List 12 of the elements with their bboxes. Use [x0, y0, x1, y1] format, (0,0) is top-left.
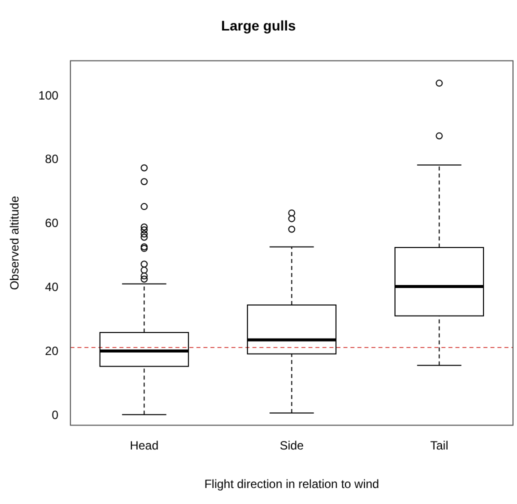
y-tick-label: 60: [45, 216, 59, 230]
x-tick-label: Head: [130, 438, 159, 453]
y-tick-label: 20: [45, 344, 59, 358]
chart-title: Large gulls: [221, 17, 296, 34]
x-tick-label: Tail: [430, 438, 448, 453]
y-axis-title: Observed altitude: [8, 196, 22, 290]
y-tick-label: 100: [38, 88, 59, 102]
y-tick-label: 80: [45, 152, 59, 166]
x-tick-label: Side: [280, 438, 304, 453]
y-tick-label: 40: [45, 280, 59, 294]
x-axis-title: Flight direction in relation to wind: [204, 477, 380, 492]
y-tick-label: 0: [52, 408, 59, 422]
